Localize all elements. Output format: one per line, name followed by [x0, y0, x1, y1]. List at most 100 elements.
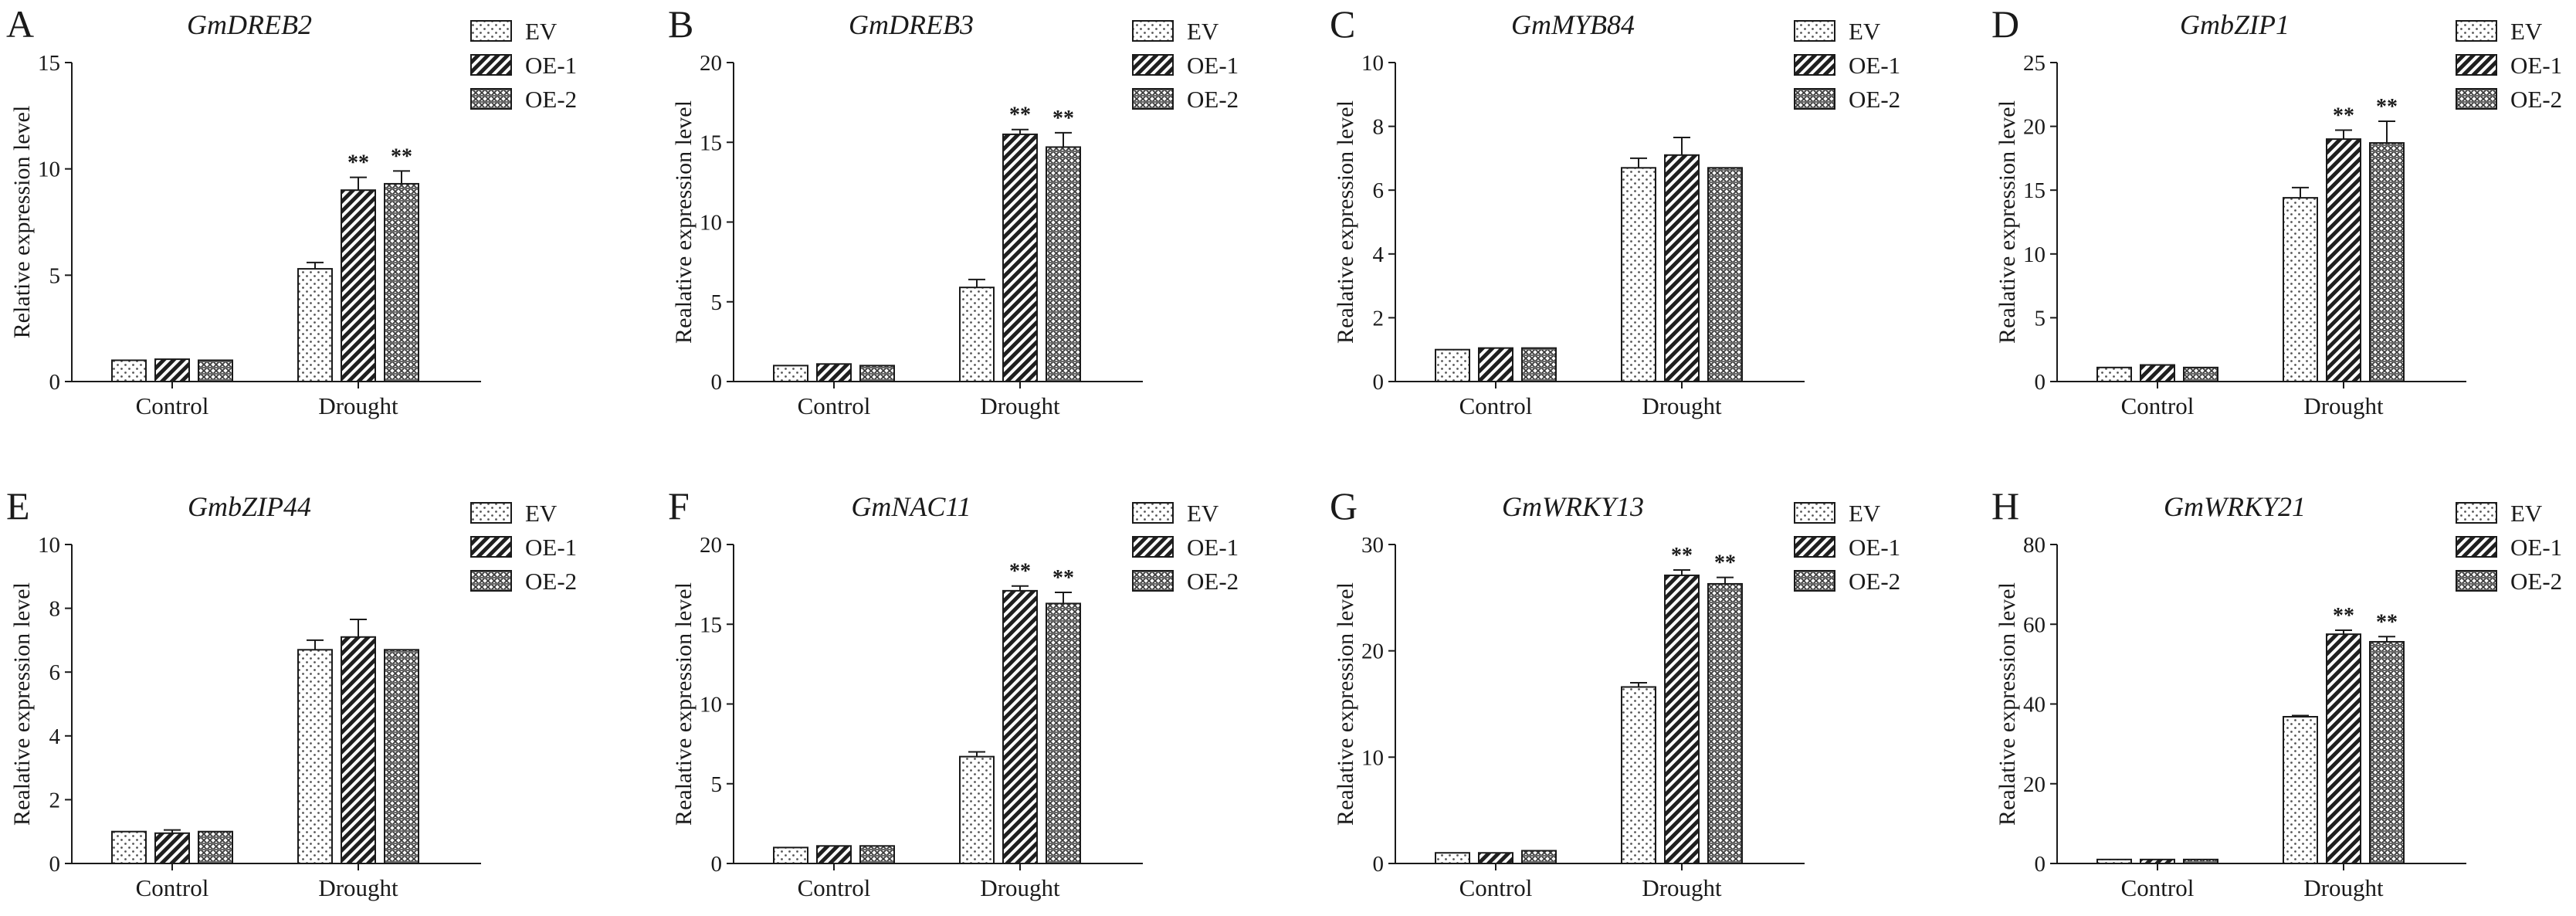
- legend-swatch-oe-1: [1794, 54, 1835, 76]
- legend-swatch-ev: [470, 20, 512, 42]
- gene-title: GmWRKY13: [1502, 491, 1644, 522]
- gene-title: GmWRKY21: [2164, 491, 2306, 522]
- category-label: Control: [136, 392, 209, 419]
- legend-label: EV: [1187, 500, 1219, 527]
- y-axis-label: Realative expression level: [1995, 100, 2020, 344]
- y-tick-label: 5: [711, 290, 723, 315]
- significance-marker: **: [2333, 604, 2354, 628]
- significance-marker: **: [1052, 107, 1074, 131]
- bar-ev-control: [2096, 858, 2132, 865]
- panel-letter: E: [6, 484, 30, 528]
- panel-b: B GmDREB3 Realative expression level 0 5 10 15…: [668, 2, 1239, 419]
- legend-swatch-oe-2: [2456, 88, 2497, 110]
- bar-ev-control: [2096, 366, 2132, 383]
- y-tick-label: 0: [49, 370, 61, 395]
- bar-oe-2-drought: [1046, 146, 1081, 382]
- bar-oe-2-control: [2183, 858, 2218, 865]
- y-tick-label: 8: [1373, 115, 1385, 140]
- y-tick-label: 15: [700, 612, 722, 637]
- bar-ev-drought: [1621, 686, 1656, 864]
- bar-oe-1-drought: [2326, 633, 2361, 864]
- y-tick-label: 5: [49, 263, 61, 288]
- bar-ev-control: [1435, 348, 1470, 383]
- y-axis-label: Realative expression level: [671, 100, 697, 344]
- bar-ev-control: [111, 830, 147, 864]
- panel-h: H GmWRKY21 Realative expression level 0 20 40…: [1991, 484, 2562, 901]
- bar-oe-1-drought: [1664, 154, 1700, 383]
- y-tick-label: 5: [711, 772, 723, 797]
- y-tick-label: 20: [700, 533, 722, 558]
- legend-swatch-ev: [2456, 20, 2497, 42]
- legend-swatch-ev: [1132, 502, 1174, 524]
- y-tick-label: 40: [2023, 693, 2046, 718]
- legend-swatch-oe-1: [1132, 536, 1174, 558]
- bar-oe-1-drought: [341, 189, 376, 382]
- panel-letter: B: [668, 2, 693, 46]
- legend-swatch-oe-1: [1794, 536, 1835, 558]
- legend-swatch-oe-1: [470, 54, 512, 76]
- y-tick-label: 20: [700, 51, 722, 76]
- y-tick-label: 20: [1361, 640, 1384, 664]
- bar-ev-drought: [959, 287, 995, 383]
- legend-swatch-oe-1: [1132, 54, 1174, 76]
- legend-swatch-oe-2: [1132, 88, 1174, 110]
- y-tick-label: 0: [1373, 370, 1385, 395]
- bar-ev-drought: [2283, 716, 2318, 865]
- panel-a: A GmDREB2 Relative expression level 0 5 10 15 C…: [6, 2, 577, 419]
- legend-swatch-oe-1: [2456, 54, 2497, 76]
- legend-label: EV: [2510, 18, 2543, 45]
- bar-ev-drought: [959, 755, 995, 865]
- bar-ev-control: [773, 846, 808, 864]
- y-tick-label: 8: [49, 597, 61, 622]
- legend-swatch-ev: [1132, 20, 1174, 42]
- legend-swatch-oe-2: [470, 88, 512, 110]
- legend-label: EV: [1187, 18, 1219, 45]
- significance-marker: **: [1052, 566, 1074, 590]
- y-tick-label: 10: [700, 211, 722, 236]
- legend-swatch-oe-2: [1794, 570, 1835, 592]
- category-label: Drought: [318, 392, 398, 419]
- y-axis-label: Realative expression level: [1333, 582, 1358, 826]
- category-label: Control: [2121, 874, 2195, 901]
- gene-title: GmDREB2: [187, 9, 312, 40]
- bar-ev-control: [111, 359, 147, 383]
- legend-swatch-ev: [1794, 502, 1835, 524]
- category-label: Control: [2121, 392, 2195, 419]
- y-tick-label: 0: [2035, 370, 2046, 395]
- legend-label: OE-1: [1849, 52, 1900, 79]
- panel-letter: D: [1991, 2, 2019, 46]
- bar-oe-2-control: [198, 830, 233, 864]
- significance-marker: **: [391, 144, 412, 168]
- bar-ev-control: [1435, 852, 1470, 864]
- legend-label: EV: [525, 18, 558, 45]
- bar-oe-1-drought: [2326, 138, 2361, 382]
- legend-label: OE-2: [525, 86, 577, 113]
- y-tick-label: 0: [711, 852, 723, 877]
- legend-label: OE-2: [2510, 568, 2562, 595]
- panel-d: D GmbZIP1 Realative expression level 0 5 10 15…: [1991, 2, 2562, 419]
- bar-oe-1-drought: [1002, 133, 1038, 383]
- category-label: Drought: [980, 874, 1060, 901]
- bar-oe-2-control: [859, 365, 895, 383]
- bar-oe-2-control: [1521, 347, 1557, 383]
- y-tick-label: 2: [1373, 306, 1385, 331]
- bar-oe-1-drought: [1002, 589, 1038, 864]
- category-label: Control: [1459, 874, 1533, 901]
- y-tick-label: 80: [2023, 533, 2046, 558]
- y-tick-label: 5: [2035, 306, 2046, 331]
- significance-marker: **: [1671, 544, 1693, 568]
- category-label: Control: [798, 874, 871, 901]
- category-label: Control: [1459, 392, 1533, 419]
- bar-oe-1-control: [816, 363, 852, 383]
- panel-letter: C: [1330, 2, 1355, 46]
- y-tick-label: 10: [38, 158, 60, 182]
- y-tick-label: 0: [711, 370, 723, 395]
- legend-label: OE-1: [1187, 534, 1239, 561]
- y-axis-label: Realative expression level: [671, 582, 697, 826]
- legend-swatch-ev: [2456, 502, 2497, 524]
- legend-swatch-ev: [470, 502, 512, 524]
- y-tick-label: 10: [38, 533, 60, 558]
- y-tick-label: 6: [1373, 178, 1385, 203]
- significance-marker: **: [347, 151, 369, 175]
- bar-oe-2-control: [859, 845, 895, 865]
